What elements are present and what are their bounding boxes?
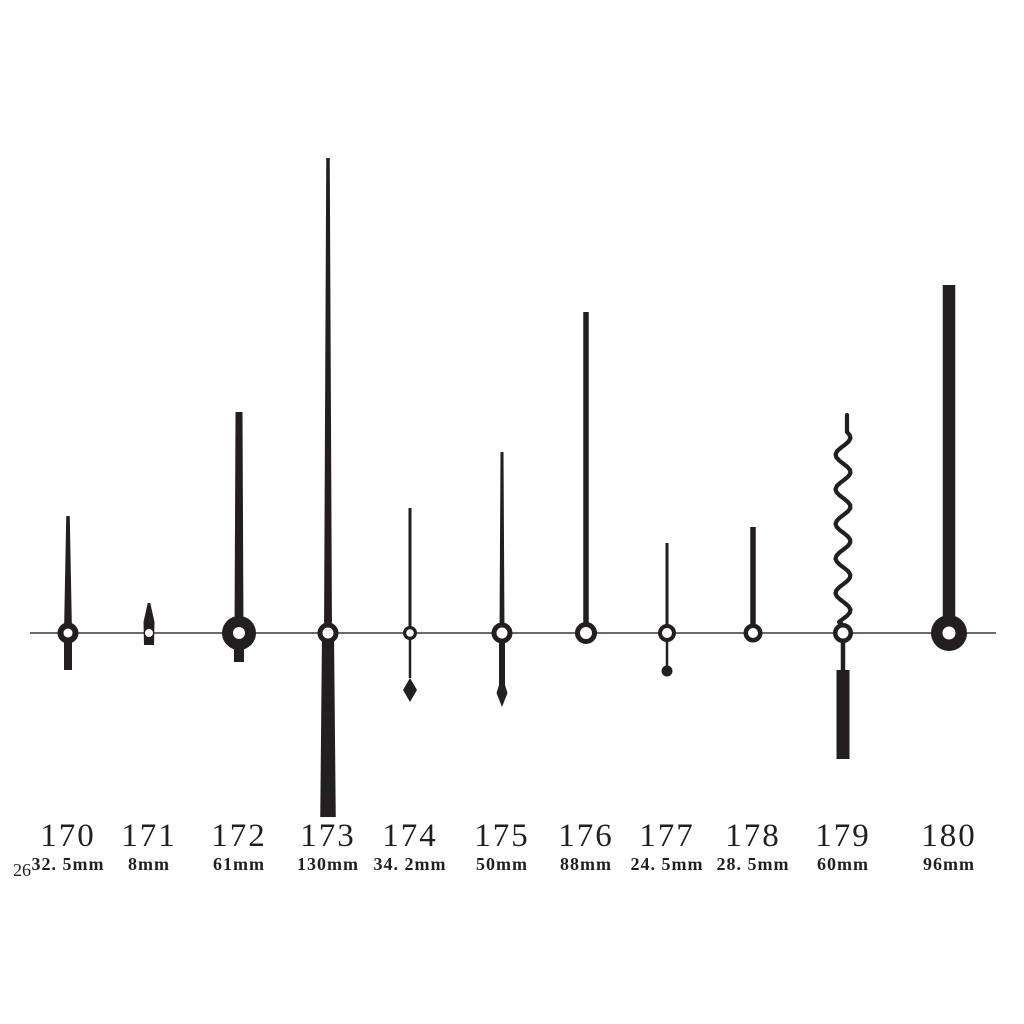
hand-blade — [408, 508, 412, 633]
hand-blade — [583, 312, 589, 633]
item-size-176: 88mm — [560, 854, 612, 874]
hand-174 — [403, 508, 418, 702]
hub-ring — [403, 625, 418, 640]
hand-172 — [222, 412, 256, 662]
hub-hole — [145, 629, 153, 637]
item-number-180: 180 — [921, 818, 977, 854]
hand-blade — [665, 543, 669, 633]
hand-blade-wavy — [833, 412, 853, 628]
item-number-179: 179 — [815, 818, 871, 854]
hand-tail-diamond — [403, 678, 417, 702]
hand-176 — [575, 312, 597, 644]
item-size-177: 24. 5mm — [630, 854, 704, 874]
item-number-171: 171 — [121, 818, 177, 854]
hand-blade — [942, 285, 956, 633]
item-number-174: 174 — [382, 818, 438, 854]
hand-173 — [317, 158, 339, 817]
hand-tail-stem — [665, 633, 669, 671]
item-number-170: 170 — [40, 818, 96, 854]
hand-tail-stem — [840, 633, 846, 670]
hub-hole — [233, 627, 245, 639]
hand-blade — [499, 452, 505, 633]
hub-ring — [658, 624, 676, 642]
item-number-176: 176 — [558, 818, 614, 854]
item-size-175: 50mm — [476, 854, 528, 874]
hub-ring — [575, 622, 597, 644]
hand-tail-stem — [408, 633, 412, 678]
item-size-180: 96mm — [923, 854, 975, 874]
hand-blade — [64, 516, 72, 633]
item-size-174: 34. 2mm — [373, 854, 447, 874]
hand-177 — [658, 543, 676, 677]
hub-ring — [317, 622, 339, 644]
hand-blade — [234, 412, 244, 633]
page-number: 26 — [13, 860, 31, 880]
hand-tail-stem — [499, 633, 505, 687]
item-number-172: 172 — [211, 818, 267, 854]
hand-178 — [743, 527, 763, 643]
hub-ring — [833, 623, 853, 643]
hub-ring — [743, 623, 763, 643]
hand-179 — [833, 412, 853, 759]
item-size-171: 8mm — [128, 854, 170, 874]
hand-175 — [491, 452, 513, 707]
hand-blade — [143, 603, 155, 645]
hand-171 — [143, 603, 155, 645]
hand-blade — [750, 527, 756, 633]
hand-tail-spade — [496, 685, 508, 707]
item-number-173: 173 — [300, 818, 356, 854]
item-size-170: 32. 5mm — [31, 854, 105, 874]
item-number-177: 177 — [639, 818, 695, 854]
item-number-175: 175 — [474, 818, 530, 854]
hub-hole — [942, 626, 956, 640]
item-size-172: 61mm — [213, 854, 265, 874]
item-number-178: 178 — [725, 818, 781, 854]
hand-tail — [64, 633, 72, 670]
hub-hole — [63, 628, 73, 638]
item-size-179: 60mm — [817, 854, 869, 874]
hub-ring — [491, 622, 513, 644]
hand-tail-wedge — [320, 633, 336, 817]
hand-170 — [57, 516, 79, 670]
hand-tail-counterweight — [836, 670, 850, 759]
item-size-173: 130mm — [297, 854, 359, 874]
hand-tail-dot — [661, 665, 673, 677]
item-size-178: 28. 5mm — [716, 854, 790, 874]
hand-180 — [931, 285, 967, 651]
hand-blade — [324, 158, 332, 633]
